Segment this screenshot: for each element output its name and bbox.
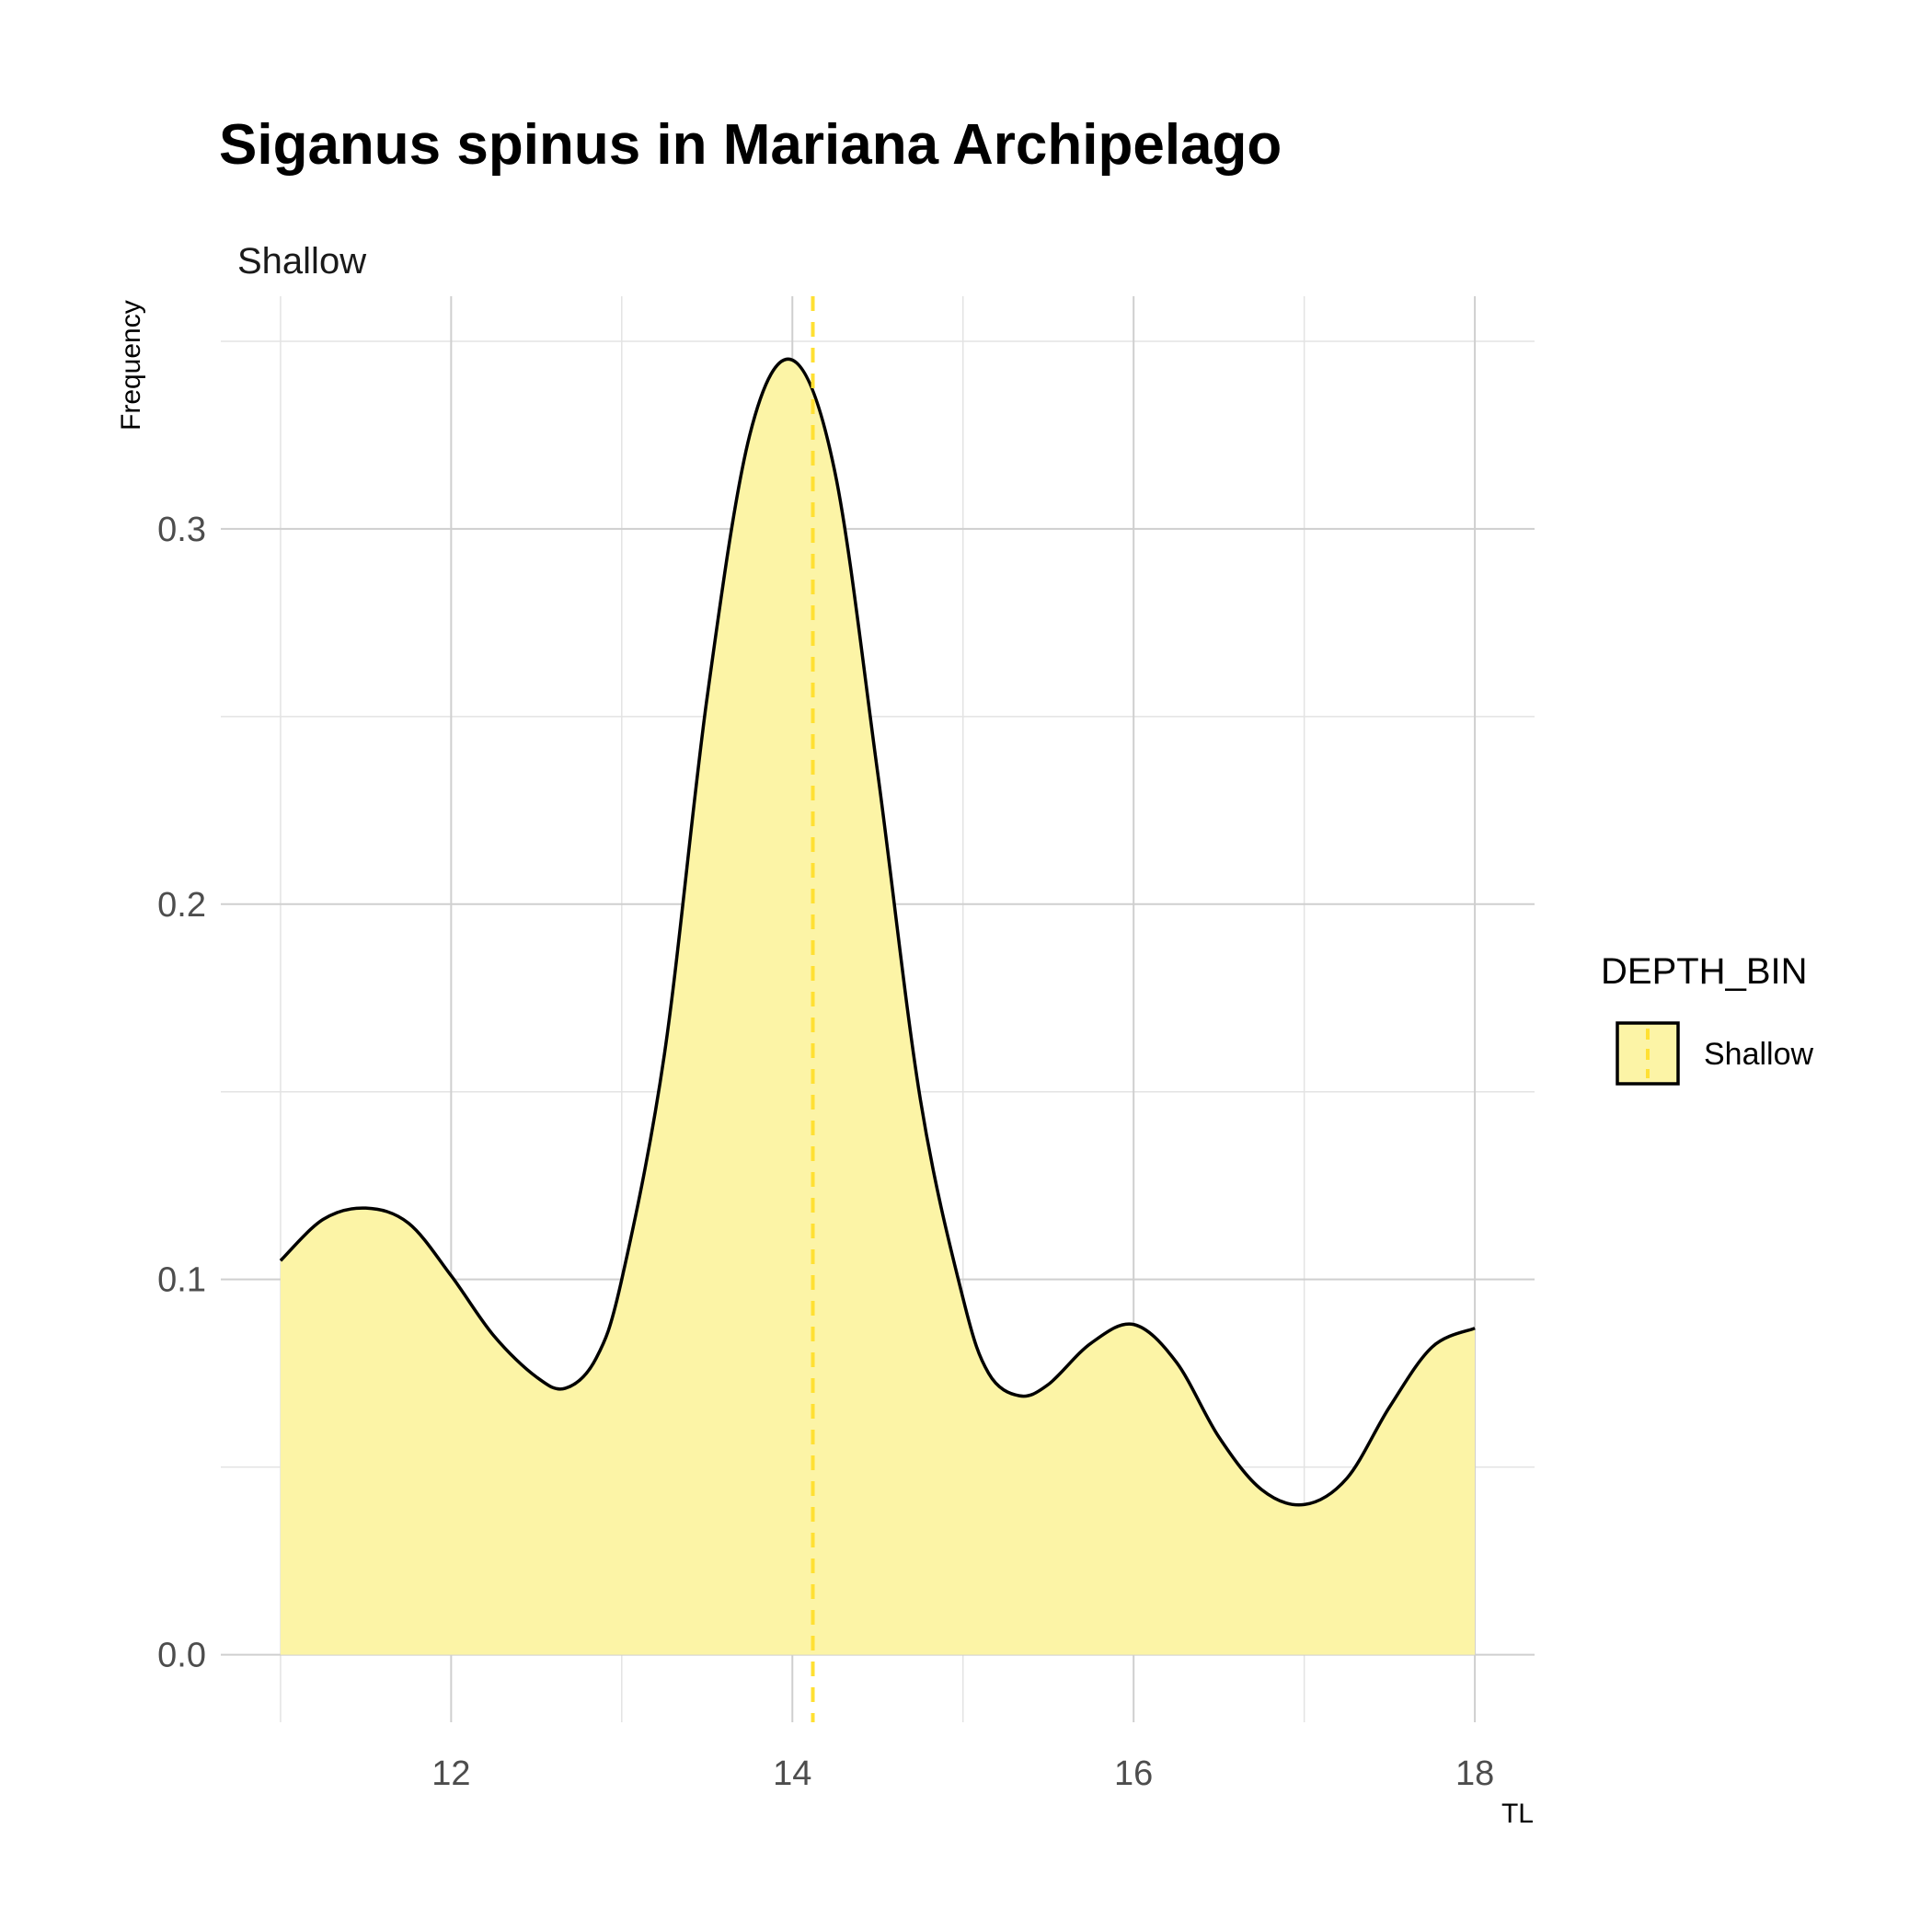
x-axis-label: TL	[1501, 1799, 1534, 1829]
x-tick-label: 14	[773, 1754, 811, 1793]
x-tick-label: 16	[1114, 1754, 1153, 1793]
x-tick-label: 18	[1455, 1754, 1494, 1793]
facet-label: Shallow	[237, 241, 366, 282]
y-tick-label: 0.2	[157, 886, 206, 925]
x-tick-labels: 12 14 16 18	[431, 1754, 1494, 1793]
legend-title: DEPTH_BIN	[1601, 951, 1808, 992]
density-area	[280, 359, 1476, 1655]
density-curve	[279, 357, 1476, 1507]
y-tick-label: 0.3	[157, 511, 206, 549]
chart-title: Siganus spinus in Mariana Archipelago	[219, 113, 1282, 177]
y-axis-label: Frequency	[116, 300, 146, 431]
y-tick-label: 0.1	[157, 1261, 206, 1300]
density-series	[279, 357, 1476, 1655]
legend-entry-label: Shallow	[1704, 1037, 1814, 1072]
x-tick-label: 12	[431, 1754, 470, 1793]
y-tick-labels: 0.0 0.1 0.2 0.3	[157, 511, 206, 1675]
legend-entries: Shallow	[1616, 1021, 1814, 1086]
legend: DEPTH_BIN Shallow	[1601, 951, 1814, 1086]
y-tick-label: 0.0	[157, 1637, 206, 1675]
